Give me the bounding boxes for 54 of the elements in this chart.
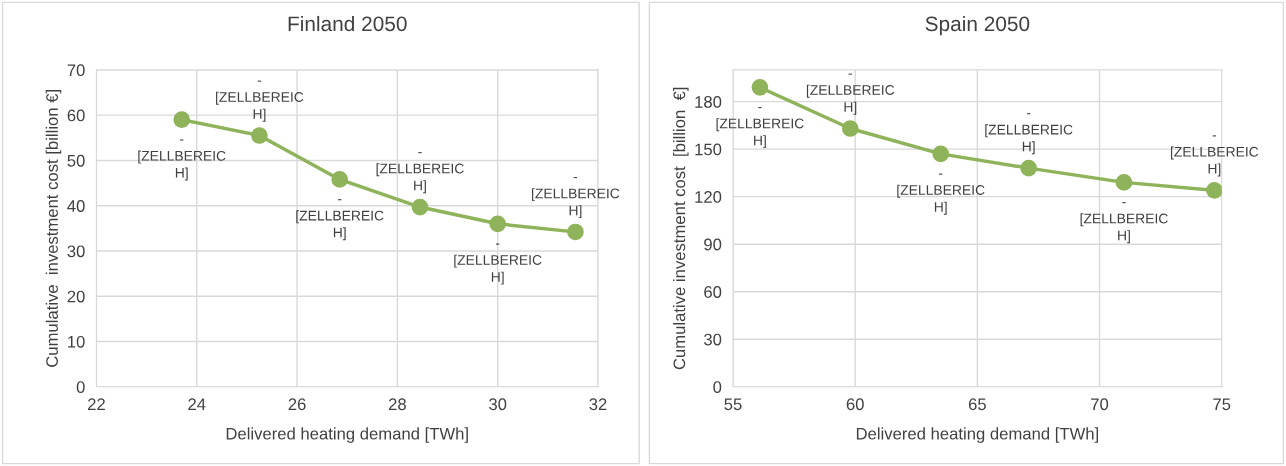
x-tick-label: 65: [968, 398, 986, 411]
data-label: - [ZELLBEREIC H]: [296, 199, 384, 241]
data-label: - [ZELLBEREIC H]: [985, 113, 1073, 155]
y-tick-label: 30: [704, 333, 722, 346]
point: [932, 145, 950, 163]
point: [173, 111, 191, 129]
point: [251, 127, 268, 144]
y-tick-label: 30: [67, 245, 85, 258]
data-label: - [ZELLBEREIC H]: [376, 152, 464, 194]
data-label: - [ZELLBEREIC H]: [1080, 202, 1168, 244]
data-label: - [ZELLBEREIC H]: [1170, 135, 1259, 177]
y-axis-title: Cumulative investment cost [billion €]: [45, 90, 62, 367]
data-label: - [ZELLBEREIC H]: [216, 80, 304, 122]
chart-title: Finland 2050: [288, 15, 407, 32]
y-tick-label: 120: [695, 191, 722, 203]
data-label: - [ZELLBEREIC H]: [806, 73, 895, 115]
y-tick-label: 60: [704, 286, 722, 298]
x-tick-label: 30: [489, 398, 507, 411]
point: [331, 171, 349, 188]
y-tick-label: 40: [67, 200, 85, 212]
point: [1115, 174, 1133, 191]
data-label: - [ZELLBEREIC H]: [454, 243, 542, 285]
data-label: - [ZELLBEREIC H]: [897, 173, 985, 215]
x-tick-label: 26: [288, 398, 306, 411]
x-tick-label: 22: [88, 398, 105, 410]
y-axis-title: Cumulative investment cost [billion €]: [673, 87, 689, 370]
x-tick-label: 70: [1091, 398, 1109, 411]
x-axis-title: Delivered heating demand [TWh]: [856, 427, 1098, 443]
y-tick-label: 0: [76, 381, 85, 393]
point: [841, 120, 859, 137]
data-label: - [ZELLBEREIC H]: [532, 177, 620, 219]
y-tick-label: 0: [713, 381, 722, 393]
x-tick-label: 55: [724, 398, 742, 411]
chart-title: Spain 2050: [925, 15, 1030, 36]
x-tick-label: 60: [846, 398, 864, 411]
point: [411, 198, 429, 216]
x-tick-label: 28: [388, 398, 406, 411]
point: [751, 78, 769, 96]
data-label: - [ZELLBEREIC H]: [138, 139, 226, 181]
x-tick-label: 32: [589, 398, 607, 411]
y-tick-label: 70: [67, 64, 85, 77]
y-tick-label: 50: [67, 154, 85, 167]
y-tick-label: 180: [695, 95, 722, 108]
point: [489, 215, 507, 233]
point: [1020, 159, 1038, 177]
y-tick-label: 90: [704, 238, 722, 251]
point: [567, 223, 584, 241]
y-tick-label: 10: [68, 335, 85, 348]
y-tick-label: 60: [67, 109, 85, 122]
point: [1206, 181, 1222, 199]
x-axis-title: Delivered heating demand [TWh]: [226, 427, 468, 443]
x-tick-label: 24: [188, 398, 206, 410]
y-tick-label: 20: [67, 290, 85, 303]
x-tick-label: 75: [1213, 398, 1231, 411]
